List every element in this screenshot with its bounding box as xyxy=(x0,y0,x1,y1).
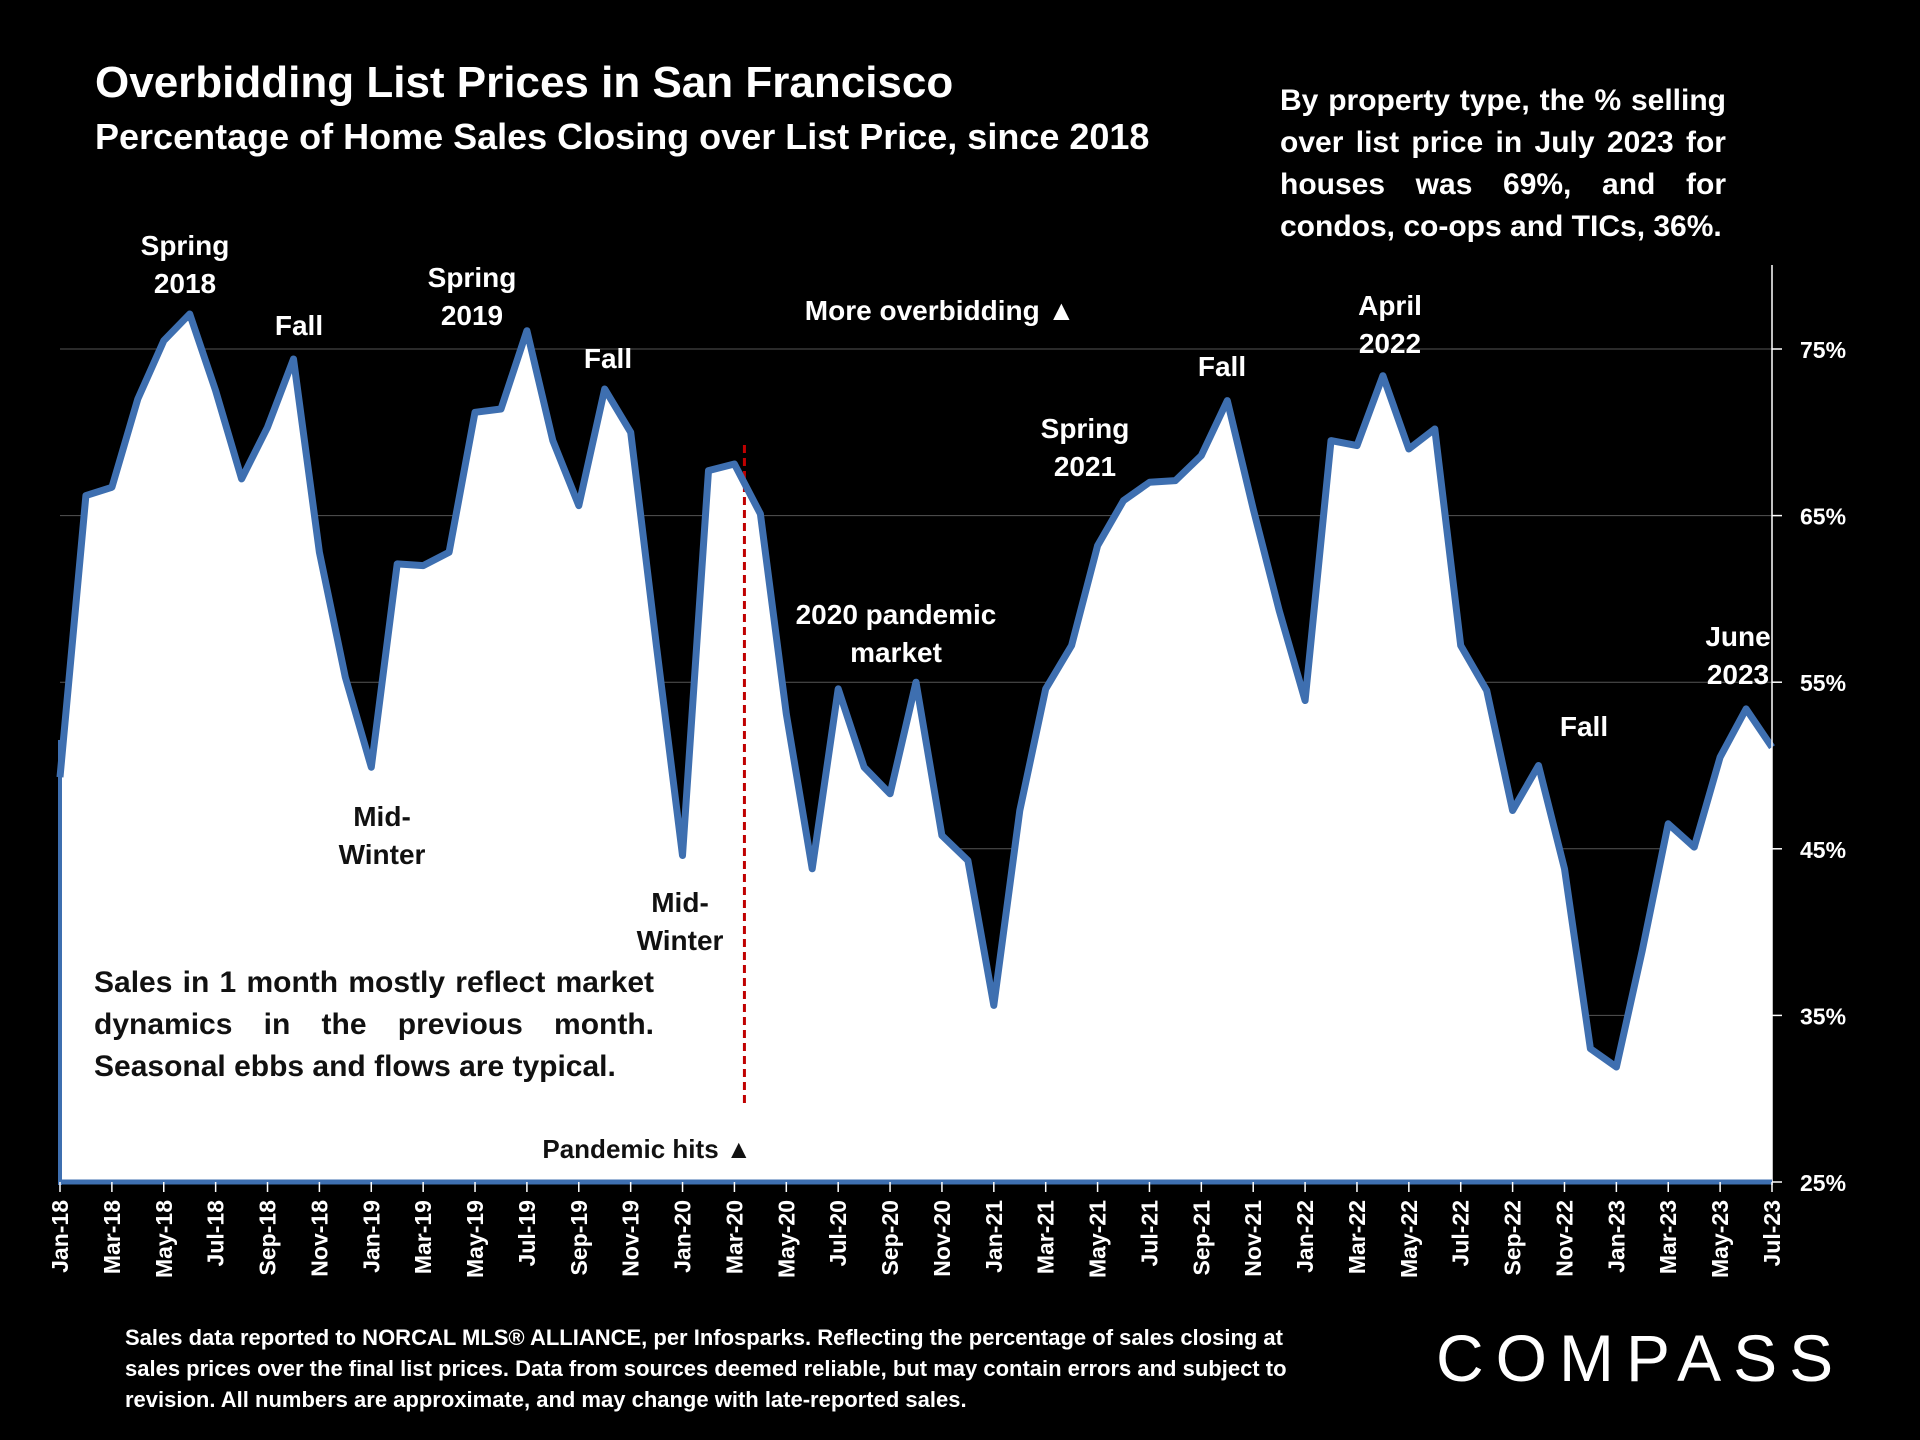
x-tick-label: Sep-20 xyxy=(877,1200,903,1275)
pandemic-label: Pandemic hits ▲ xyxy=(542,1134,751,1164)
x-tick-label: Nov-22 xyxy=(1551,1200,1577,1277)
x-tick-label: May-19 xyxy=(462,1200,488,1278)
x-tick-label: Mar-18 xyxy=(99,1200,125,1274)
x-tick-label: Sep-21 xyxy=(1188,1200,1214,1276)
x-tick-label: Jul-18 xyxy=(203,1200,229,1267)
x-tick-label: Jul-22 xyxy=(1448,1200,1474,1266)
x-tick-label: Mar-19 xyxy=(410,1200,436,1274)
x-tick-label: Mar-23 xyxy=(1655,1200,1681,1274)
y-tick-label: 75% xyxy=(1800,337,1846,363)
x-tick-label: Mar-21 xyxy=(1033,1200,1059,1274)
x-tick-label: Mar-22 xyxy=(1344,1200,1370,1274)
x-tick-label: May-22 xyxy=(1396,1200,1422,1278)
y-tick-label: 55% xyxy=(1800,670,1846,696)
x-tick-labels: Jan-18 Mar-18 May-18 Jul-18 Sep-18 Nov-18 Jan-… xyxy=(47,1200,1785,1278)
page-title: Overbidding List Prices in San Francisco xyxy=(95,58,954,107)
annotation-label: Fall xyxy=(584,343,632,374)
x-tick-label: May-18 xyxy=(151,1200,177,1278)
x-tick-label: Jul-20 xyxy=(825,1200,851,1266)
annotation-label: Mid-Winter xyxy=(637,887,724,956)
x-tick-label: Jul-23 xyxy=(1759,1200,1785,1266)
annotation-label: Mid-Winter xyxy=(1581,1089,1668,1158)
page-subtitle: Percentage of Home Sales Closing over Li… xyxy=(95,116,1150,157)
y-tick-label: 35% xyxy=(1800,1003,1846,1029)
compass-logo: COMPASS xyxy=(1436,1321,1846,1395)
x-tick-label: Sep-22 xyxy=(1500,1200,1526,1275)
footer-disclaimer: Sales data reported to NORCAL MLS® ALLIA… xyxy=(125,1325,1287,1412)
x-tick-label: Jan-21 xyxy=(981,1200,1007,1273)
x-tick-label: Jan-20 xyxy=(670,1200,696,1273)
x-tick-label: Nov-21 xyxy=(1240,1200,1266,1277)
x-tick-label: Jan-19 xyxy=(358,1200,384,1273)
y-tick-labels: 25% 35% 45% 55% 65% 75% xyxy=(1800,337,1846,1196)
y-tick-label: 45% xyxy=(1800,837,1846,863)
annotation-label: Spring 2019 xyxy=(428,262,517,331)
chart-axes xyxy=(58,265,1782,1192)
x-tick-label: Sep-19 xyxy=(566,1200,592,1275)
annotation-label: More overbidding ▲ xyxy=(805,295,1075,326)
y-tick-label: 25% xyxy=(1800,1170,1846,1196)
annotation-label: June 2023 xyxy=(1705,621,1770,690)
x-tick-label: Jan-22 xyxy=(1292,1200,1318,1273)
annotation-label: 2020 pandemic market xyxy=(796,599,997,668)
annotation-label: Spring 2021 xyxy=(1041,413,1130,482)
annotation-label: April 2022 xyxy=(1358,290,1422,359)
x-tick-label: May-20 xyxy=(773,1200,799,1278)
x-tick-label: Nov-18 xyxy=(306,1200,332,1277)
series-line xyxy=(56,310,1775,1071)
area-fill xyxy=(60,314,1772,1182)
x-tick-label: Mar-20 xyxy=(721,1200,747,1274)
annotation-label: Mid-Winter xyxy=(339,801,426,870)
inset-note: Sales in 1 month mostly reflect market d… xyxy=(94,966,654,1083)
annotation-label: Fall xyxy=(1560,711,1608,742)
x-tick-label: Jul-19 xyxy=(514,1200,540,1266)
annotation-label: Spring 2018 xyxy=(141,230,230,299)
x-tick-label: Jan-23 xyxy=(1603,1200,1629,1273)
annotation-label: Mid-Winter xyxy=(1267,739,1354,808)
annotation-label: Mid-Winter xyxy=(957,1031,1044,1100)
annotation-label: Fall xyxy=(1198,351,1246,382)
x-tick-label: May-23 xyxy=(1707,1200,1733,1278)
x-tick-label: Jan-18 xyxy=(47,1200,73,1273)
x-tick-label: May-21 xyxy=(1085,1200,1111,1278)
y-tick-label: 65% xyxy=(1800,504,1846,530)
side-note: By property type, the % selling over lis… xyxy=(1280,84,1726,243)
x-tick-label: Nov-20 xyxy=(929,1200,955,1277)
x-tick-label: Jul-21 xyxy=(1136,1200,1162,1267)
x-tick-label: Sep-18 xyxy=(255,1200,281,1276)
x-tick-label: Nov-19 xyxy=(618,1200,644,1277)
chart-annotations: Spring 2018 Fall Spring 2019 Fall More overbid… xyxy=(141,230,1771,1164)
annotation-label: Fall xyxy=(275,310,323,341)
